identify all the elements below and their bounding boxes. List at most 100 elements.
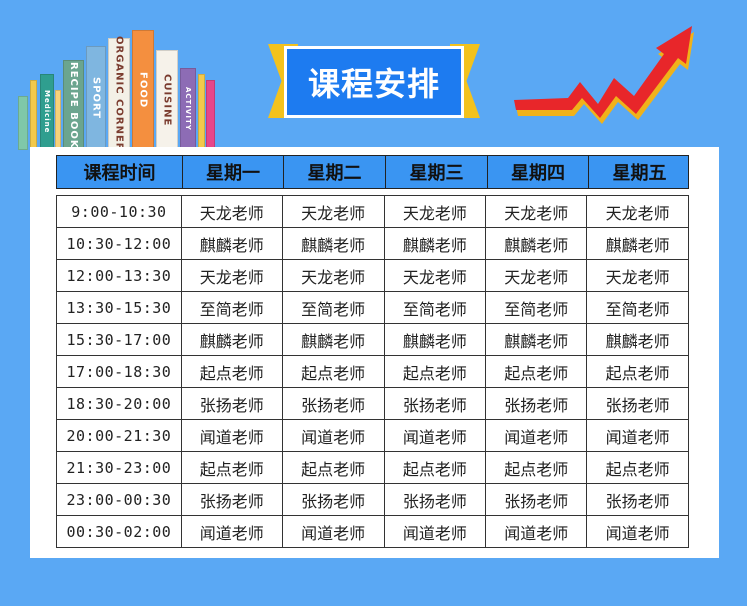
book-label: SPORT	[90, 76, 102, 120]
teacher-cell: 麒麟老师	[586, 323, 689, 356]
teacher-cell: 天龙老师	[281, 259, 385, 292]
teacher-cell: 闻道老师	[281, 515, 385, 548]
time-cell: 20:00-21:30	[56, 419, 182, 452]
book	[198, 74, 205, 150]
title-box: 课程安排	[284, 46, 464, 118]
teacher-cell: 麒麟老师	[485, 323, 588, 356]
teacher-cell: 至简老师	[485, 291, 588, 324]
table-row: 18:30-20:00 张扬老师 张扬老师 张扬老师 张扬老师 张扬老师	[56, 387, 689, 420]
teacher-cell: 麒麟老师	[281, 227, 385, 260]
schedule-table: 9:00-10:30 天龙老师 天龙老师 天龙老师 天龙老师 天龙老师 10:30-12:0…	[56, 195, 689, 548]
table-row: 9:00-10:30 天龙老师 天龙老师 天龙老师 天龙老师 天龙老师	[56, 195, 689, 228]
teacher-cell: 麒麟老师	[383, 323, 487, 356]
header-cell: 星期一	[182, 156, 283, 188]
book	[18, 96, 28, 150]
teacher-cell: 闻道老师	[485, 419, 588, 452]
book: CUISINE	[156, 50, 178, 150]
teacher-cell: 麒麟老师	[586, 227, 689, 260]
teacher-cell: 起点老师	[383, 355, 487, 388]
book: SPORT	[86, 46, 106, 150]
teacher-cell: 闻道老师	[281, 419, 385, 452]
teacher-cell: 天龙老师	[281, 195, 385, 228]
book: FOOD	[132, 30, 154, 150]
book-label: RECIPE BOOK	[68, 61, 79, 149]
teacher-cell: 张扬老师	[485, 483, 588, 516]
book: RECIPE BOOK	[63, 60, 84, 150]
teacher-cell: 起点老师	[586, 355, 689, 388]
teacher-cell: 起点老师	[281, 355, 385, 388]
teacher-cell: 张扬老师	[586, 387, 689, 420]
time-cell: 23:00-00:30	[56, 483, 182, 516]
teacher-cell: 至简老师	[383, 291, 487, 324]
book: Medicine	[40, 74, 54, 150]
table-row: 10:30-12:00 麒麟老师 麒麟老师 麒麟老师 麒麟老师 麒麟老师	[56, 227, 689, 260]
time-cell: 17:00-18:30	[56, 355, 182, 388]
teacher-cell: 闻道老师	[586, 419, 689, 452]
teacher-cell: 闻道老师	[383, 515, 487, 548]
teacher-cell: 至简老师	[586, 291, 689, 324]
teacher-cell: 天龙老师	[383, 259, 487, 292]
teacher-cell: 闻道老师	[180, 515, 283, 548]
teacher-cell: 张扬老师	[586, 483, 689, 516]
book-label: FOOD	[137, 71, 149, 109]
time-cell: 9:00-10:30	[56, 195, 182, 228]
book-label: ACTIVITY	[184, 87, 192, 131]
title-banner: 课程安排	[268, 30, 480, 122]
time-cell: 12:00-13:30	[56, 259, 182, 292]
header-cell: 星期三	[385, 156, 487, 188]
table-row: 23:00-00:30 张扬老师 张扬老师 张扬老师 张扬老师 张扬老师	[56, 483, 689, 516]
teacher-cell: 起点老师	[586, 451, 689, 484]
teacher-cell: 麒麟老师	[485, 227, 588, 260]
teacher-cell: 天龙老师	[383, 195, 487, 228]
teacher-cell: 至简老师	[180, 291, 283, 324]
table-row: 21:30-23:00 起点老师 起点老师 起点老师 起点老师 起点老师	[56, 451, 689, 484]
teacher-cell: 张扬老师	[281, 483, 385, 516]
teacher-cell: 天龙老师	[586, 259, 689, 292]
table-row: 15:30-17:00 麒麟老师 麒麟老师 麒麟老师 麒麟老师 麒麟老师	[56, 323, 689, 356]
teacher-cell: 天龙老师	[180, 195, 283, 228]
growth-arrow-icon	[514, 26, 694, 124]
teacher-cell: 天龙老师	[485, 259, 588, 292]
book	[206, 80, 215, 150]
teacher-cell: 张扬老师	[281, 387, 385, 420]
teacher-cell: 闻道老师	[586, 515, 689, 548]
teacher-cell: 天龙老师	[485, 195, 588, 228]
header-cell: 星期二	[283, 156, 385, 188]
books-illustration: Medicine RECIPE BOOK SPORT ORGANIC CORNER FO…	[14, 30, 254, 152]
teacher-cell: 天龙老师	[586, 195, 689, 228]
table-row: 17:00-18:30 起点老师 起点老师 起点老师 起点老师 起点老师	[56, 355, 689, 388]
teacher-cell: 闻道老师	[485, 515, 588, 548]
teacher-cell: 张扬老师	[180, 483, 283, 516]
table-header: 课程时间 星期一 星期二 星期三 星期四 星期五	[56, 155, 689, 189]
teacher-cell: 天龙老师	[180, 259, 283, 292]
header-cell: 课程时间	[83, 163, 156, 184]
table-row: 13:30-15:30 至简老师 至简老师 至简老师 至简老师 至简老师	[56, 291, 689, 324]
book: ACTIVITY	[180, 68, 196, 150]
table-row: 00:30-02:00 闻道老师 闻道老师 闻道老师 闻道老师 闻道老师	[56, 515, 689, 548]
time-cell: 21:30-23:00	[56, 451, 182, 484]
teacher-cell: 闻道老师	[383, 419, 487, 452]
header-cell: 星期四	[487, 156, 588, 188]
book-label: CUISINE	[161, 73, 173, 127]
teacher-cell: 至简老师	[281, 291, 385, 324]
teacher-cell: 张扬老师	[485, 387, 588, 420]
teacher-cell: 起点老师	[383, 451, 487, 484]
book-label: ORGANIC CORNER	[113, 36, 125, 152]
teacher-cell: 麒麟老师	[180, 323, 283, 356]
time-cell: 13:30-15:30	[56, 291, 182, 324]
table-row: 12:00-13:30 天龙老师 天龙老师 天龙老师 天龙老师 天龙老师	[56, 259, 689, 292]
time-cell: 10:30-12:00	[56, 227, 182, 260]
time-cell: 15:30-17:00	[56, 323, 182, 356]
schedule-panel: 课程时间 星期一 星期二 星期三 星期四 星期五 9:00-10:30 天龙老师 天龙老师 天龙…	[30, 147, 719, 558]
teacher-cell: 起点老师	[180, 451, 283, 484]
teacher-cell: 麒麟老师	[180, 227, 283, 260]
teacher-cell: 麒麟老师	[383, 227, 487, 260]
teacher-cell: 闻道老师	[180, 419, 283, 452]
book	[30, 80, 37, 150]
teacher-cell: 麒麟老师	[281, 323, 385, 356]
time-cell: 00:30-02:00	[56, 515, 182, 548]
teacher-cell: 张扬老师	[383, 483, 487, 516]
book-label: Medicine	[43, 90, 51, 134]
book: ORGANIC CORNER	[108, 36, 130, 152]
teacher-cell: 起点老师	[485, 451, 588, 484]
